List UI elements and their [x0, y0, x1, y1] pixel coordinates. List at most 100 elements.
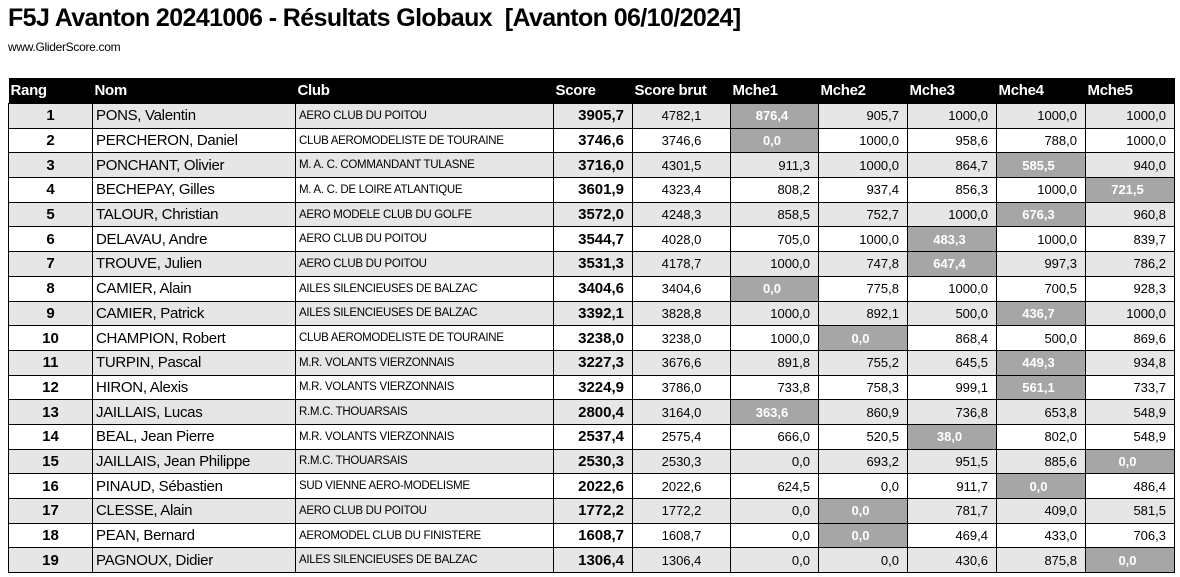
table-row: 17 CLESSE, Alain AERO CLUB DU POITOU 1772,2… — [8, 498, 1175, 524]
raw-score-cell: 4248,3 — [632, 201, 731, 228]
column-header-score: Score — [553, 78, 633, 104]
round-score-cell: 1000,0 — [996, 177, 1086, 203]
dropped-round-score-cell: 647,4 — [907, 251, 997, 277]
round-score-cell: 1000,0 — [818, 152, 908, 179]
round-score-cell: 548,9 — [1085, 399, 1175, 425]
dropped-round-score-cell: 0,0 — [818, 325, 908, 351]
round-score-cell: 1000,0 — [818, 127, 908, 154]
raw-score-cell: 4028,0 — [632, 226, 731, 253]
dropped-round-score-cell: 38,0 — [907, 423, 997, 450]
score-cell: 3531,3 — [553, 251, 633, 277]
round-score-cell: 409,0 — [996, 498, 1086, 524]
score-cell: 3238,0 — [553, 325, 633, 351]
name-cell: PINAUD, Sébastien — [92, 473, 296, 499]
round-score-cell: 869,6 — [1085, 325, 1175, 351]
score-cell: 3544,7 — [553, 226, 633, 253]
table-row: 14 BEAL, Jean Pierre M.R. VOLANTS VIERZONN… — [8, 423, 1175, 450]
round-score-cell: 1000,0 — [730, 325, 819, 351]
score-cell: 3905,7 — [553, 103, 633, 129]
round-score-cell: 928,3 — [1085, 275, 1175, 302]
score-cell: 2022,6 — [553, 473, 633, 499]
round-score-cell: 885,6 — [996, 448, 1086, 475]
raw-score-cell: 4782,1 — [632, 103, 731, 129]
name-cell: PEAN, Bernard — [92, 522, 296, 549]
rank-cell: 6 — [8, 226, 93, 253]
column-header-mche1: Mche1 — [730, 78, 819, 104]
rank-cell: 1 — [8, 103, 93, 129]
rank-cell: 15 — [8, 448, 93, 475]
raw-score-cell: 2530,3 — [632, 448, 731, 475]
score-cell: 3716,0 — [553, 152, 633, 179]
round-score-cell: 1000,0 — [996, 226, 1086, 253]
club-cell: AEROMODEL CLUB DU FINISTERE — [295, 522, 554, 549]
round-score-cell: 1000,0 — [730, 300, 819, 327]
raw-score-cell: 3676,6 — [632, 349, 731, 376]
column-header-mche5: Mche5 — [1085, 78, 1175, 104]
round-score-cell: 500,0 — [996, 325, 1086, 351]
dropped-round-score-cell: 676,3 — [996, 201, 1086, 228]
round-score-cell: 624,5 — [730, 473, 819, 499]
rank-cell: 8 — [8, 275, 93, 302]
raw-score-cell: 3404,6 — [632, 275, 731, 302]
round-score-cell: 999,1 — [907, 374, 997, 401]
table-row: 9 CAMIER, Patrick AILES SILENCIEUSES DE BA… — [8, 300, 1175, 327]
club-cell: AERO CLUB DU POITOU — [295, 226, 554, 253]
rank-cell: 9 — [8, 300, 93, 327]
rank-cell: 17 — [8, 498, 93, 524]
raw-score-cell: 3238,0 — [632, 325, 731, 351]
table-row: 19 PAGNOUX, Didier AILES SILENCIEUSES DE B… — [8, 547, 1175, 574]
results-table: Rang Nom Club Score Score brut Mche1 Mche2 Mche… — [8, 78, 1175, 574]
dropped-round-score-cell: 0,0 — [818, 522, 908, 549]
score-cell: 3404,6 — [553, 275, 633, 302]
round-score-cell: 868,4 — [907, 325, 997, 351]
name-cell: CLESSE, Alain — [92, 498, 296, 524]
round-score-cell: 1000,0 — [907, 275, 997, 302]
round-score-cell: 747,8 — [818, 251, 908, 277]
name-cell: BECHEPAY, Gilles — [92, 177, 296, 203]
score-cell: 3224,9 — [553, 374, 633, 401]
column-header-rang: Rang — [8, 78, 93, 104]
round-score-cell: 666,0 — [730, 423, 819, 450]
round-score-cell: 755,2 — [818, 349, 908, 376]
round-score-cell: 433,0 — [996, 522, 1086, 549]
name-cell: CAMIER, Alain — [92, 275, 296, 302]
club-cell: R.M.C. THOUARSAIS — [295, 399, 554, 425]
club-cell: AERO CLUB DU POITOU — [295, 251, 554, 277]
rank-cell: 2 — [8, 127, 93, 154]
column-header-nom: Nom — [92, 78, 296, 104]
round-score-cell: 1000,0 — [730, 251, 819, 277]
round-score-cell: 520,5 — [818, 423, 908, 450]
rank-cell: 10 — [8, 325, 93, 351]
rank-cell: 13 — [8, 399, 93, 425]
round-score-cell: 1000,0 — [1085, 127, 1175, 154]
score-cell: 1306,4 — [553, 547, 633, 574]
rank-cell: 18 — [8, 522, 93, 549]
site-url: www.GliderScore.com — [8, 40, 121, 54]
round-score-cell: 0,0 — [818, 473, 908, 499]
round-score-cell: 0,0 — [730, 498, 819, 524]
name-cell: CHAMPION, Robert — [92, 325, 296, 351]
rank-cell: 12 — [8, 374, 93, 401]
score-cell: 1772,2 — [553, 498, 633, 524]
club-cell: SUD VIENNE AERO-MODELISME — [295, 473, 554, 499]
table-row: 1 PONS, Valentin AERO CLUB DU POITOU 3905,7… — [8, 103, 1175, 129]
round-score-cell: 733,7 — [1085, 374, 1175, 401]
round-score-cell: 786,2 — [1085, 251, 1175, 277]
rank-cell: 4 — [8, 177, 93, 203]
round-score-cell: 997,3 — [996, 251, 1086, 277]
round-score-cell: 911,3 — [730, 152, 819, 179]
dropped-round-score-cell: 585,5 — [996, 152, 1086, 179]
table-row: 15 JAILLAIS, Jean Philippe R.M.C. THOUARSA… — [8, 448, 1175, 475]
round-score-cell: 0,0 — [730, 522, 819, 549]
round-score-cell: 937,4 — [818, 177, 908, 203]
name-cell: PAGNOUX, Didier — [92, 547, 296, 574]
rank-cell: 16 — [8, 473, 93, 499]
raw-score-cell: 1772,2 — [632, 498, 731, 524]
round-score-cell: 736,8 — [907, 399, 997, 425]
name-cell: TALOUR, Christian — [92, 201, 296, 228]
round-score-cell: 486,4 — [1085, 473, 1175, 499]
round-score-cell: 940,0 — [1085, 152, 1175, 179]
table-row: 7 TROUVE, Julien AERO CLUB DU POITOU 3531,3… — [8, 251, 1175, 277]
round-score-cell: 1000,0 — [1085, 103, 1175, 129]
round-score-cell: 839,7 — [1085, 226, 1175, 253]
